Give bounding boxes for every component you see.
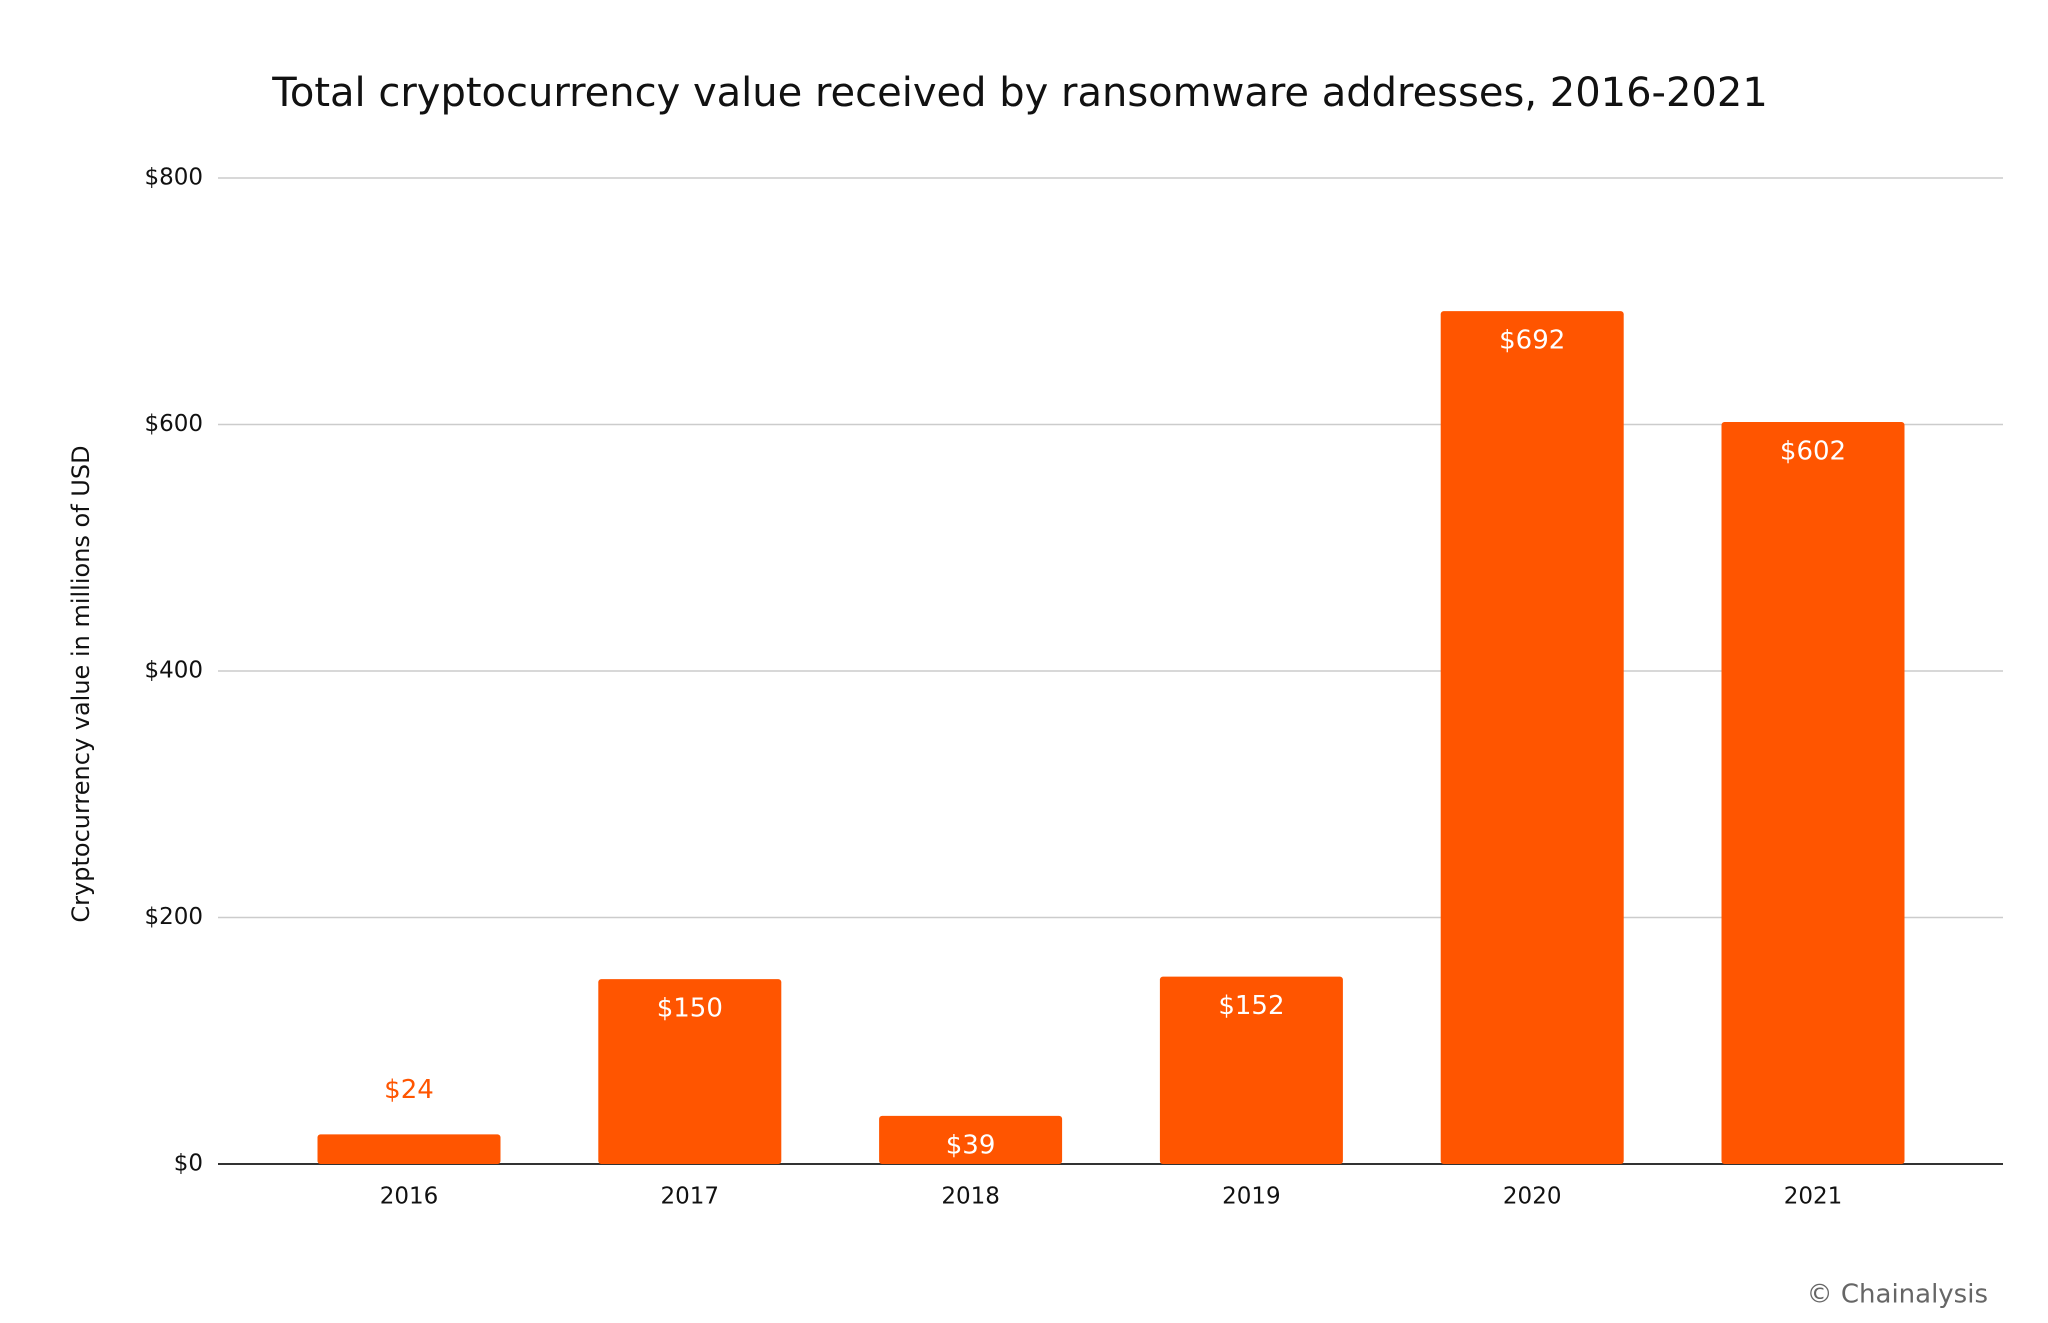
x-tick-label: 2019 <box>1222 1184 1281 1210</box>
x-tick-label: 2020 <box>1503 1184 1562 1210</box>
bar <box>1440 311 1624 1164</box>
y-tick-label: $600 <box>144 411 203 437</box>
value-label: $692 <box>1499 326 1565 356</box>
chart-title: Total cryptocurrency value received by r… <box>271 70 1768 116</box>
value-label: $39 <box>946 1130 996 1160</box>
bar <box>1159 976 1343 1164</box>
bar <box>879 1115 1063 1164</box>
x-tick-label: 2017 <box>661 1184 720 1210</box>
y-tick-label: $200 <box>144 904 203 930</box>
bar <box>317 1134 501 1164</box>
bar <box>1721 422 1905 1164</box>
watermark: © Chainalysis <box>1807 1280 1988 1310</box>
x-tick-label: 2021 <box>1784 1184 1843 1210</box>
y-tick-label: $400 <box>144 658 203 684</box>
value-label: $152 <box>1218 991 1284 1021</box>
y-axis-label: Cryptocurrency value in millions of USD <box>67 445 95 922</box>
x-tick-label: 2018 <box>941 1184 1000 1210</box>
value-label: $24 <box>384 1075 434 1105</box>
x-tick-label: 2016 <box>380 1184 439 1210</box>
y-tick-label: $0 <box>174 1151 203 1177</box>
value-label: $602 <box>1780 437 1846 467</box>
bar <box>598 979 782 1164</box>
y-tick-label: $800 <box>144 165 203 191</box>
value-label: $150 <box>657 994 723 1024</box>
